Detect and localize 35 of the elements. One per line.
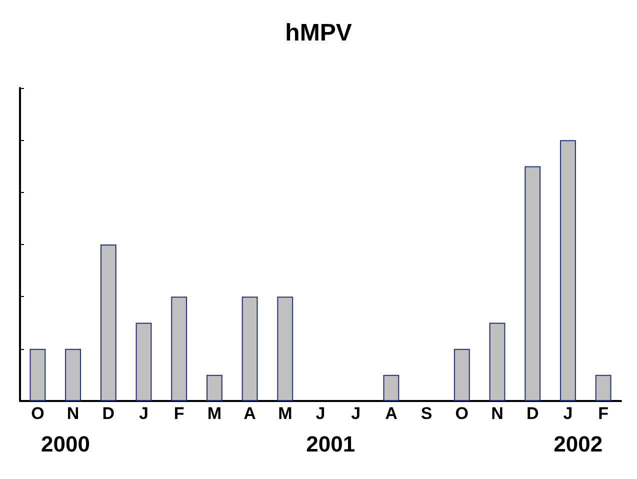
x-tick-label: F [174,404,184,423]
x-tick-label: J [139,404,148,423]
bar [595,374,612,401]
bar [100,244,116,401]
chart-title: hMPV [285,20,352,46]
x-tick-label: M [207,404,222,423]
bar [171,296,188,401]
bar [206,374,222,401]
x-tick-label: J [563,404,573,423]
bar [560,140,576,401]
x-tick-label: N [491,404,504,423]
bar [30,348,46,401]
x-tick-label: D [526,404,539,423]
x-tick-label: O [455,404,469,423]
text: 2001 [306,432,356,456]
x-tick-label: O [31,404,44,423]
x-tick-label: A [244,404,256,423]
x-tick-label: D [102,404,115,423]
bar [489,322,506,401]
x-tick-label: J [316,404,326,423]
x-tick-label: J [351,404,361,423]
bar [383,374,400,401]
bar [277,296,294,401]
x-tick-label: A [385,404,398,423]
x-tick-label: N [66,404,80,423]
bar [136,322,152,401]
bar [454,348,470,401]
x-tick-label: M [278,404,292,423]
bar [524,166,541,401]
bar [65,348,81,401]
text: 2002 [554,432,603,456]
text: 2000 [41,432,90,456]
bar [242,296,258,401]
x-tick-label: F [598,404,609,423]
x-tick-label: S [420,404,432,423]
